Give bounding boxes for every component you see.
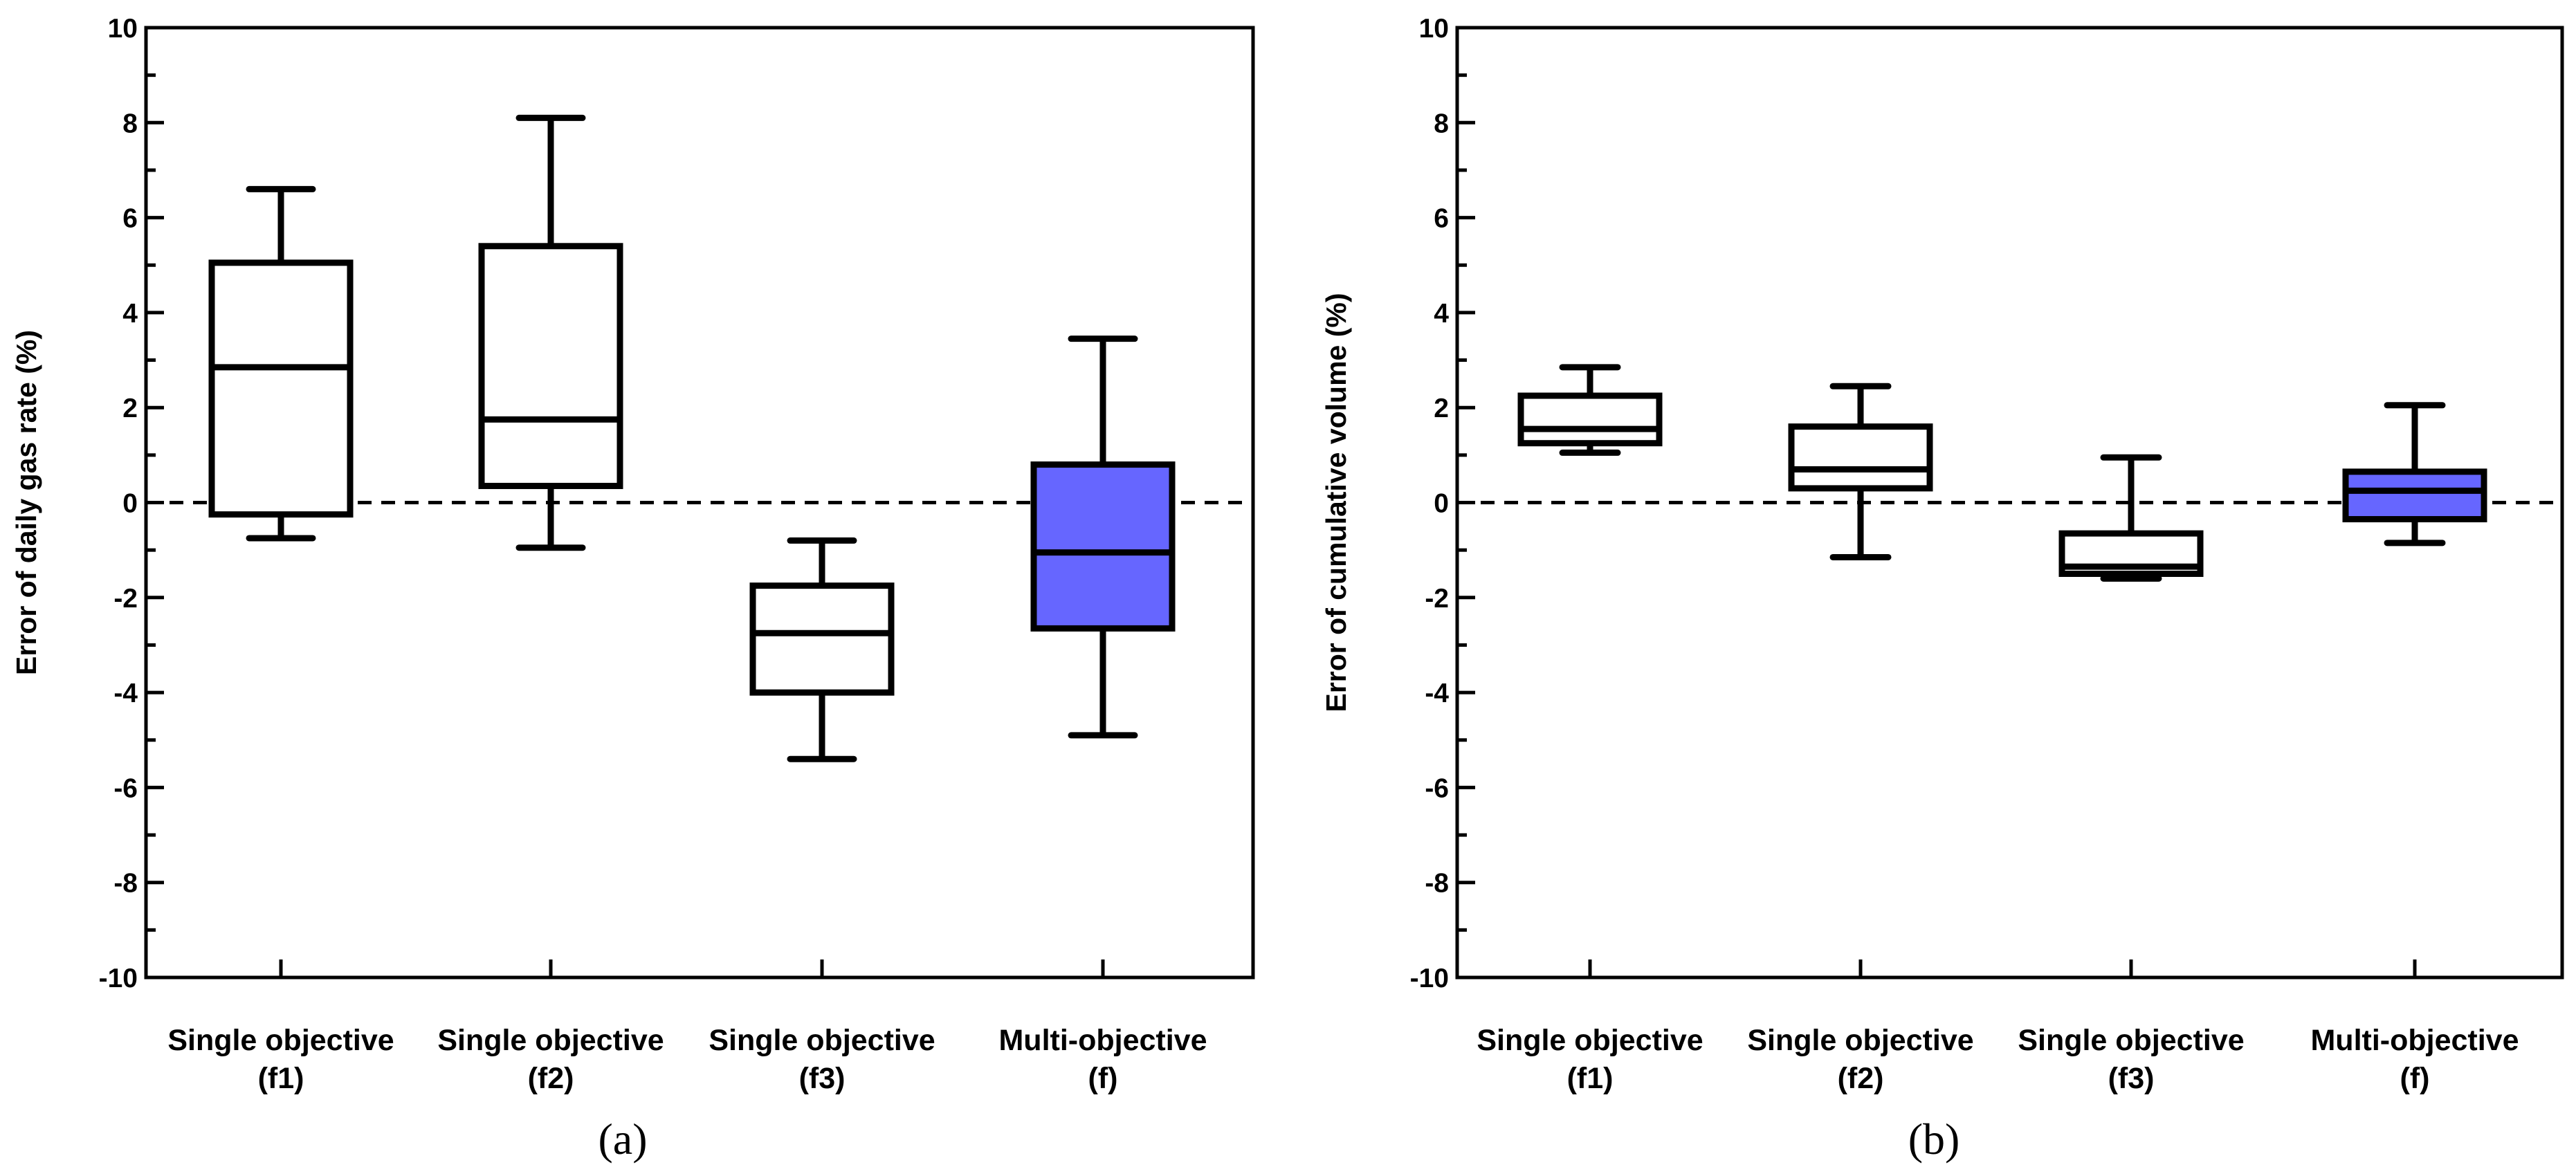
y-tick-label: -10 — [99, 964, 138, 993]
y-tick-label: 0 — [122, 489, 138, 519]
y-axis-title: Error of daily gas rate (%) — [10, 330, 42, 675]
y-tick-label: -10 — [1410, 964, 1449, 993]
category-label-line2: (f) — [1088, 1062, 1118, 1095]
box-iqr — [1517, 392, 1663, 447]
y-tick-label: 4 — [1434, 299, 1449, 329]
y-tick-label: 0 — [1434, 489, 1449, 519]
y-tick-label: -4 — [1425, 679, 1449, 708]
box-iqr — [2342, 468, 2487, 523]
box-iqr — [208, 259, 354, 518]
category-label-line2: (f2) — [1838, 1062, 1884, 1095]
category-label-line1: Single objective — [709, 1024, 935, 1057]
category-label-line1: Single objective — [167, 1024, 394, 1057]
y-tick-label: 2 — [1434, 394, 1449, 423]
category-label-line2: (f3) — [2108, 1062, 2155, 1095]
category-label-line1: Single objective — [1747, 1024, 1973, 1057]
category-label-line2: (f) — [2400, 1062, 2430, 1095]
category-label-line2: (f1) — [258, 1062, 304, 1095]
y-tick-label: 10 — [108, 14, 138, 44]
y-tick-label: 10 — [1419, 14, 1449, 44]
y-axis-title: Error of cumulative volume (%) — [1320, 293, 1352, 712]
category-label-line1: Multi-objective — [2310, 1024, 2519, 1057]
y-tick-label: 6 — [122, 204, 138, 234]
y-tick-label: -8 — [113, 869, 138, 899]
y-tick-label: -6 — [1425, 773, 1449, 803]
box-iqr — [1030, 461, 1176, 632]
category-label-line2: (f2) — [528, 1062, 574, 1095]
panel-b: 10 8 6 4 2 0 -2 -4 -6 -8 -10 Single objective (f1) Si… — [1320, 14, 2564, 1164]
box-iqr — [478, 243, 623, 489]
box-iqr — [1788, 423, 1933, 492]
category-label-line1: Multi-objective — [998, 1024, 1207, 1057]
y-tick-label: 8 — [122, 109, 138, 138]
y-tick-label: 8 — [1434, 109, 1449, 138]
y-tick-label: -2 — [113, 584, 138, 614]
category-label-line2: (f1) — [1567, 1062, 1614, 1095]
category-label-line1: Single objective — [2018, 1024, 2244, 1057]
panel-label: (b) — [1908, 1114, 1960, 1164]
y-tick-label: -2 — [1425, 584, 1449, 614]
y-tick-label: -4 — [113, 679, 138, 708]
panel-label: (a) — [598, 1114, 647, 1164]
box-iqr — [749, 582, 895, 696]
y-tick-label: -8 — [1425, 869, 1449, 899]
category-label-line2: (f3) — [799, 1062, 846, 1095]
panel-a: 10 8 6 4 2 0 -2 -4 -6 -8 -10 Single objective (f1) Si… — [10, 14, 1255, 1164]
y-tick-label: 4 — [122, 299, 138, 329]
y-tick-label: 2 — [122, 394, 138, 423]
y-tick-label: 6 — [1434, 204, 1449, 234]
category-label-line1: Single objective — [437, 1024, 664, 1057]
category-label-line1: Single objective — [1477, 1024, 1703, 1057]
y-tick-label: -6 — [113, 773, 138, 803]
